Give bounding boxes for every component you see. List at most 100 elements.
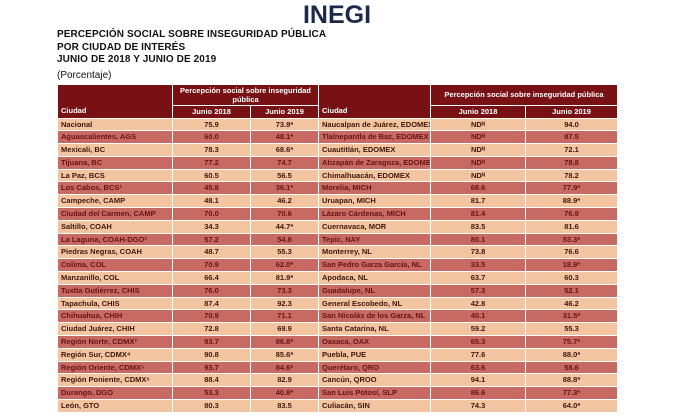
- value-cell: 52.1: [526, 284, 617, 297]
- city-cell: Piedras Negras, COAH: [58, 246, 172, 259]
- value-cell: 69.9: [251, 323, 318, 336]
- value-cell: 46.2: [251, 195, 318, 208]
- value-cell: 86.8*: [251, 336, 318, 348]
- value-cell: 73.9*: [251, 118, 318, 131]
- city-cell: Manzanillo, COL: [58, 272, 172, 284]
- value-cell: 48.7: [173, 246, 250, 259]
- value-cell: 63.6: [431, 361, 525, 374]
- city-cell: Apodaca, NL: [319, 272, 430, 284]
- city-cell: Culiacán, SIN: [319, 400, 430, 412]
- table-row: Aguascalientes, AGS 60.0 48.1* Tlalnepantla…: [58, 131, 617, 144]
- city-cell: Ciudad Juárez, CHIH: [58, 323, 172, 336]
- table-row: Región Sur, CDMX⁴ 90.8 85.6* Puebla, PUE 77.…: [58, 348, 617, 361]
- value-cell: 42.8: [431, 297, 525, 310]
- city-cell: Tlalnepantla de Baz, EDOMEX: [319, 131, 430, 144]
- value-cell: 82.9: [251, 374, 318, 387]
- table-header: Ciudad Percepción social sobre insegurid…: [58, 84, 617, 118]
- city-cell: Lázaro Cárdenas, MICH: [319, 208, 430, 220]
- table-row: Nacional 75.9 73.9* Naucalpan de Juárez, ED…: [58, 118, 617, 131]
- value-cell: 72.8: [173, 323, 250, 336]
- table-row: Ciudad del Carmen, CAMP 70.0 70.6 Lázaro Cá…: [58, 208, 617, 220]
- table-row: Colima, COL 70.9 62.0* San Pedro Garza Garc…: [58, 259, 617, 272]
- value-cell: 94.1: [431, 374, 525, 387]
- city-cell: San Luis Potosí, SLP: [319, 387, 430, 400]
- city-cell: Ciudad del Carmen, CAMP: [58, 208, 172, 220]
- page-title-line-2: POR CIUDAD DE INTERÉS: [57, 41, 186, 53]
- city-cell: Atizapán de Zaragoza, EDOMEX: [319, 156, 430, 169]
- value-cell: 55.3: [526, 323, 617, 336]
- value-cell: 31.5*: [526, 310, 617, 323]
- city-cell: León, GTO: [58, 400, 172, 412]
- city-cell: Uruapan, MICH: [319, 195, 430, 208]
- table-row: Región Oriente, CDMX⁵ 93.7 84.6* Querétaro,…: [58, 361, 617, 374]
- value-cell: 64.0*: [526, 400, 617, 412]
- city-cell: La Paz, BCS: [58, 169, 172, 182]
- value-cell: 68.6*: [251, 144, 318, 156]
- value-cell: 88.0*: [526, 348, 617, 361]
- city-cell: Saltillo, COAH: [58, 220, 172, 233]
- value-cell: 74.3: [431, 400, 525, 412]
- value-cell: NDᴺ: [431, 118, 525, 131]
- title-block: PERCEPCIÓN SOCIAL SOBRE INSEGURIDAD PÚBL…: [57, 29, 617, 67]
- city-cell: Tapachula, CHIS: [58, 297, 172, 310]
- value-cell: 80.1: [431, 233, 525, 246]
- city-cell: Tepic, NAY: [319, 233, 430, 246]
- value-cell: 90.8: [173, 348, 250, 361]
- value-cell: 86.6: [431, 387, 525, 400]
- value-cell: 81.6: [526, 220, 617, 233]
- city-column-header-left: Ciudad: [58, 84, 172, 118]
- value-cell: 76.9: [526, 208, 617, 220]
- city-cell: Chimalhuacán, EDOMEX: [319, 169, 430, 182]
- value-cell: 48.1: [173, 195, 250, 208]
- value-cell: 65.3: [431, 336, 525, 348]
- value-cell: 54.8: [251, 233, 318, 246]
- table-row: La Laguna, COAH-DGO² 57.2 54.8 Tepic, NAY 80…: [58, 233, 617, 246]
- value-cell: 93.7: [173, 336, 250, 348]
- group-header-right: Percepción social sobre inseguridad públ…: [431, 84, 617, 105]
- value-cell: 34.3: [173, 220, 250, 233]
- value-cell: 70.0: [173, 208, 250, 220]
- value-cell: 87.5: [526, 131, 617, 144]
- value-cell: 57.3: [431, 284, 525, 297]
- content-area: PERCEPCIÓN SOCIAL SOBRE INSEGURIDAD PÚBL…: [57, 29, 618, 413]
- table-row: Piedras Negras, COAH 48.7 55.3 Monterrey, N…: [58, 246, 617, 259]
- value-cell: 88.9*: [526, 195, 617, 208]
- table-row: Manzanillo, COL 66.4 81.9* Apodaca, NL 63.7 6…: [58, 272, 617, 284]
- city-cell: Nacional: [58, 118, 172, 131]
- value-cell: 45.8: [173, 182, 250, 195]
- value-cell: 33.5: [431, 259, 525, 272]
- value-cell: 81.4: [431, 208, 525, 220]
- table-row: Tuxtla Gutiérrez, CHIS 76.0 73.3 Guadalupe,…: [58, 284, 617, 297]
- city-cell: Región Oriente, CDMX⁵: [58, 361, 172, 374]
- value-cell: 94.0: [526, 118, 617, 131]
- city-cell: Durango, DGO: [58, 387, 172, 400]
- value-cell: 75.7*: [526, 336, 617, 348]
- city-cell: Mexicali, BC: [58, 144, 172, 156]
- table-row: Tapachula, CHIS 87.4 92.3 General Escobedo,…: [58, 297, 617, 310]
- value-cell: 78.8: [526, 156, 617, 169]
- page-title-line-1: PERCEPCIÓN SOCIAL SOBRE INSEGURIDAD PÚBL…: [57, 29, 327, 40]
- page-title-line-3: JUNIO DE 2018 Y JUNIO DE 2019: [57, 54, 217, 65]
- table-row: Región Poniente, CDMX⁶ 88.4 82.9 Cancún, QR…: [58, 374, 617, 387]
- city-column-header-right: Ciudad: [319, 84, 430, 118]
- city-cell: Guadalupe, NL: [319, 284, 430, 297]
- value-cell: 92.3: [251, 297, 318, 310]
- june-2019-header-right: Junio 2019: [526, 105, 617, 118]
- city-cell: Región Sur, CDMX⁴: [58, 348, 172, 361]
- value-cell: 59.2: [431, 323, 525, 336]
- table-body: Nacional 75.9 73.9* Naucalpan de Juárez, ED…: [58, 118, 617, 412]
- value-cell: 83.5: [251, 400, 318, 412]
- value-cell: 18.9*: [526, 259, 617, 272]
- value-cell: 88.4: [173, 374, 250, 387]
- table-row: La Paz, BCS 60.5 56.5 Chimalhuacán, EDOMEX N…: [58, 169, 617, 182]
- june-2018-header-right: Junio 2018: [431, 105, 525, 118]
- city-cell: General Escobedo, NL: [319, 297, 430, 310]
- value-cell: 66.4: [173, 272, 250, 284]
- value-cell: 46.2: [526, 297, 617, 310]
- value-cell: 53.3*: [526, 233, 617, 246]
- value-cell: 81.7: [431, 195, 525, 208]
- city-cell: Los Cabos, BCS¹: [58, 182, 172, 195]
- city-cell: Región Norte, CDMX³: [58, 336, 172, 348]
- table-row: Saltillo, COAH 34.3 44.7* Cuernavaca, MOR 83…: [58, 220, 617, 233]
- value-cell: 60.0: [173, 131, 250, 144]
